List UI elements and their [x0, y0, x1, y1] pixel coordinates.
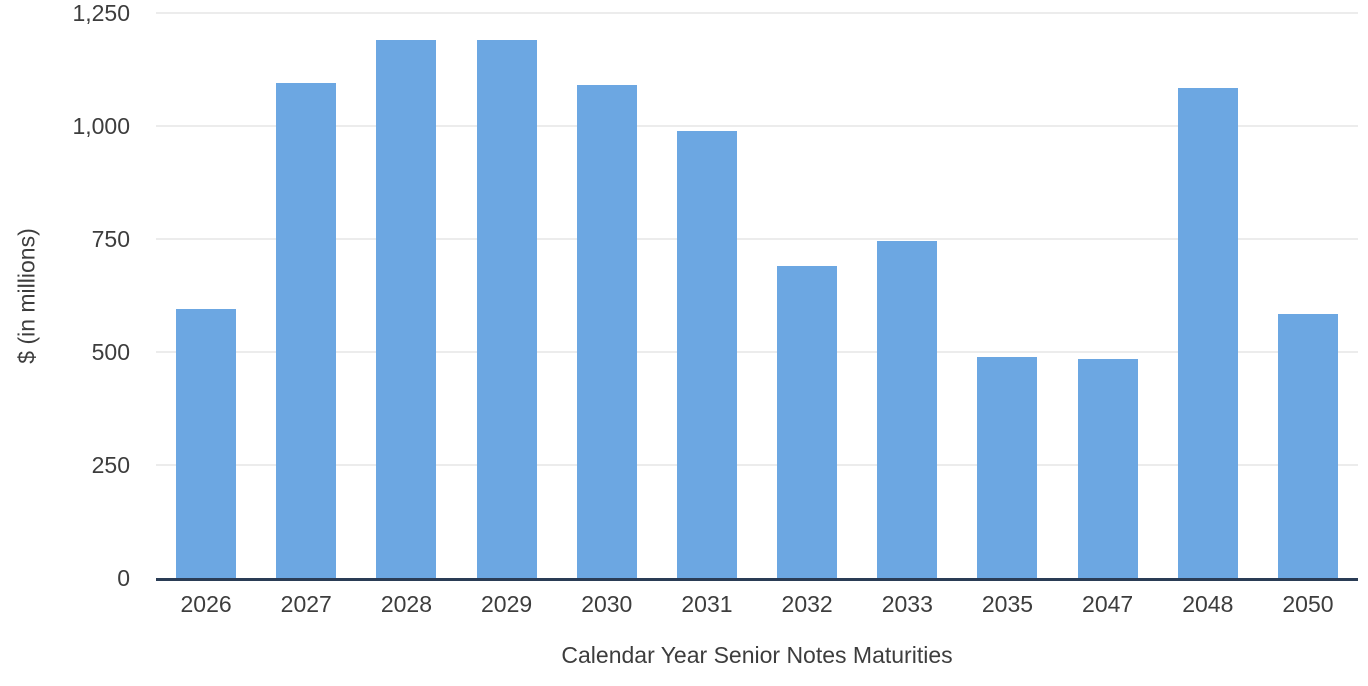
y-tick-label: 0 — [117, 565, 130, 591]
bar-band-2031 — [657, 13, 757, 578]
bar-2033 — [877, 241, 938, 578]
x-tick-label: 2030 — [581, 591, 633, 617]
bar-band-2028 — [356, 13, 456, 578]
bar-band-2050 — [1258, 13, 1358, 578]
gridline — [156, 238, 1358, 240]
bar-2027 — [276, 83, 337, 578]
bar-series — [156, 13, 1358, 578]
bar-2026 — [176, 309, 237, 578]
gridline — [156, 125, 1358, 127]
bar-band-2029 — [457, 13, 557, 578]
bar-band-2026 — [156, 13, 256, 578]
bar-band-2033 — [857, 13, 957, 578]
bar-2048 — [1177, 87, 1238, 578]
y-tick-label: 250 — [91, 452, 130, 478]
bar-band-2030 — [557, 13, 657, 578]
y-tick-label: 1,000 — [72, 113, 130, 139]
bar-2028 — [376, 40, 437, 578]
x-tick-label: 2048 — [1182, 591, 1234, 617]
x-tick-label: 2047 — [1082, 591, 1134, 617]
bar-band-2047 — [1058, 13, 1158, 578]
bar-2030 — [576, 85, 637, 578]
bar-band-2032 — [757, 13, 857, 578]
gridline — [156, 12, 1358, 14]
x-tick-label: 2026 — [180, 591, 232, 617]
bar-band-2027 — [256, 13, 356, 578]
x-tick-label: 2027 — [280, 591, 332, 617]
bar-2032 — [777, 266, 838, 578]
gridline — [156, 351, 1358, 353]
x-tick-label: 2032 — [781, 591, 833, 617]
x-tick-label: 2031 — [681, 591, 733, 617]
bar-band-2035 — [957, 13, 1057, 578]
x-tick-label: 2033 — [881, 591, 933, 617]
bar-2029 — [476, 40, 537, 578]
x-tick-label: 2035 — [981, 591, 1034, 617]
x-axis-tick-labels: 2026 2027 2028 2029 2030 2031 2032 2033 2035 2047… — [156, 590, 1358, 618]
x-tick-label: 2050 — [1282, 591, 1334, 617]
gridline — [156, 464, 1358, 466]
y-tick-label: 1,250 — [72, 0, 130, 26]
bar-2047 — [1077, 358, 1138, 578]
bar-2050 — [1277, 313, 1338, 578]
bar-2031 — [676, 130, 737, 578]
y-tick-label: 500 — [91, 339, 130, 365]
x-tick-label: 2028 — [380, 591, 433, 617]
x-tick-label: 2029 — [481, 591, 533, 617]
bar-band-2048 — [1158, 13, 1258, 578]
y-tick-label: 750 — [91, 226, 130, 252]
x-axis-title: Calendar Year Senior Notes Maturities — [561, 642, 953, 668]
bar-2035 — [977, 356, 1038, 578]
plot-area — [156, 12, 1358, 581]
